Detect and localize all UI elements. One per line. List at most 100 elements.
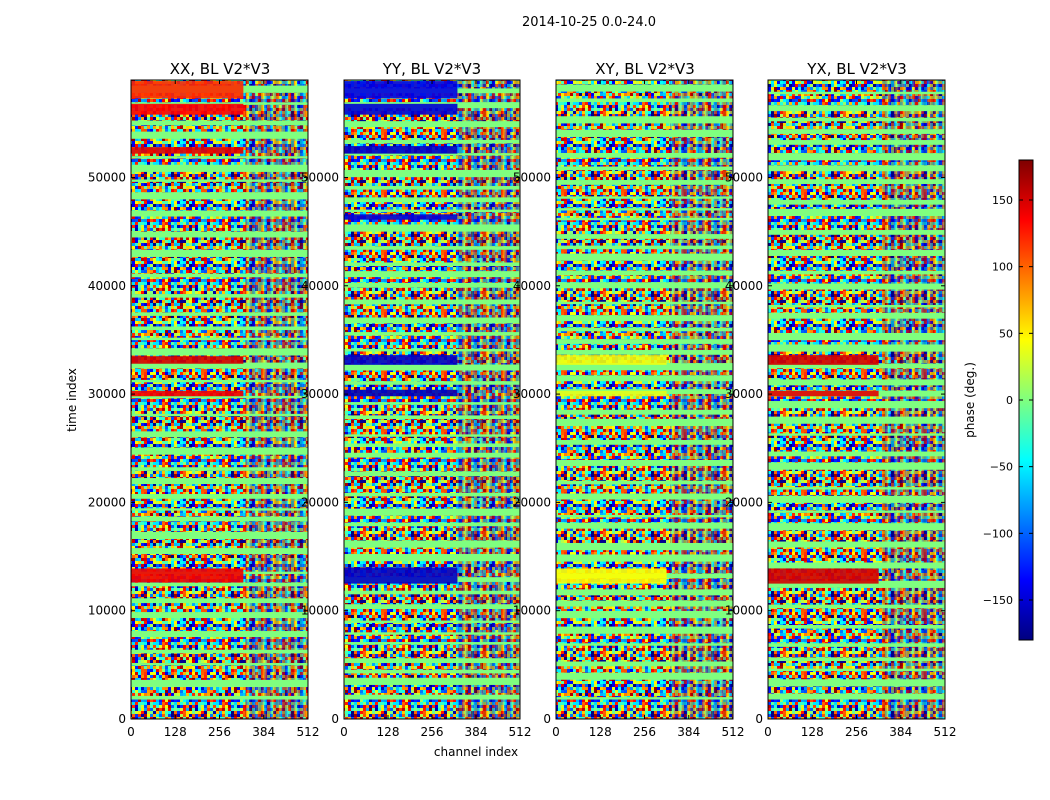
flagged-stripe xyxy=(131,431,308,438)
y-axis-label: time index xyxy=(65,368,79,432)
flagged-stripe xyxy=(131,508,308,511)
flagged-stripe xyxy=(556,611,733,619)
flagged-stripe xyxy=(344,262,520,267)
heatmap-field xyxy=(768,80,945,719)
flagged-stripe xyxy=(768,179,945,184)
flagged-stripe xyxy=(131,312,308,316)
colorbar-tick-label: 50 xyxy=(999,327,1013,340)
y-tick-label: 40000 xyxy=(301,279,339,293)
flagged-stripe xyxy=(344,554,520,562)
colorbar-tick-label: −150 xyxy=(983,594,1013,607)
x-tick-label: 128 xyxy=(589,725,612,739)
flagged-stripe xyxy=(131,294,308,298)
flagged-stripe xyxy=(344,224,520,232)
flagged-stripe xyxy=(344,153,520,156)
x-tick-label: 512 xyxy=(934,725,957,739)
flagged-stripe xyxy=(768,250,945,256)
flagged-stripe xyxy=(131,395,308,399)
flagged-stripe xyxy=(344,402,520,405)
flagged-stripe xyxy=(131,649,308,654)
flagged-stripe xyxy=(556,339,733,344)
flagged-stripe xyxy=(556,600,733,607)
flagged-stripe xyxy=(344,381,520,385)
y-tick-label: 0 xyxy=(331,712,339,726)
flagged-stripe xyxy=(556,480,733,485)
colorbar-tick-label: 0 xyxy=(1006,394,1013,407)
flagged-stripe xyxy=(344,540,520,548)
flagged-stripe xyxy=(344,590,520,595)
panel-title: XY, BL V2*V3 xyxy=(595,60,695,78)
flagged-stripe xyxy=(768,451,945,457)
flagged-stripe xyxy=(768,541,945,548)
y-tick-label: 0 xyxy=(118,712,126,726)
flagged-stripe xyxy=(768,433,945,436)
coherent-band xyxy=(344,389,458,397)
flagged-stripe xyxy=(344,299,520,305)
flagged-stripe xyxy=(344,139,520,144)
flagged-stripe xyxy=(131,249,308,257)
flagged-stripe xyxy=(344,508,520,516)
flagged-stripe xyxy=(768,487,945,490)
flagged-stripe xyxy=(556,522,733,529)
flagged-stripe xyxy=(556,554,733,562)
y-tick-label: 20000 xyxy=(301,495,339,509)
flagged-stripe xyxy=(344,332,520,336)
flagged-stripe xyxy=(556,84,733,92)
flagged-stripe xyxy=(556,661,733,667)
y-tick-label: 20000 xyxy=(513,495,551,509)
x-tick-label: 128 xyxy=(377,725,400,739)
flagged-stripe xyxy=(556,315,733,322)
x-tick-label: 384 xyxy=(252,725,275,739)
flagged-stripe xyxy=(556,327,733,332)
colorbar: phase (deg.) 150 100 50 0 −50 −100 −150 xyxy=(963,159,1034,641)
flagged-stripe xyxy=(131,231,308,238)
flagged-stripe xyxy=(768,401,945,409)
y-tick-label: 30000 xyxy=(301,387,339,401)
panel-yx: YX, BL V2*V3 0 128 256 384 512 0 10000 20000 300… xyxy=(725,60,957,739)
colorbar-tick-label: −100 xyxy=(983,527,1013,540)
coherent-band xyxy=(131,81,244,99)
flagged-stripe xyxy=(768,117,945,122)
y-tick-label: 40000 xyxy=(513,279,551,293)
y-tick-label: 50000 xyxy=(725,170,763,184)
y-tick-label: 50000 xyxy=(88,170,126,184)
flagged-stripe xyxy=(131,156,308,159)
flagged-stripe xyxy=(768,199,945,205)
heatmap-fringe xyxy=(670,80,733,719)
flagged-stripe xyxy=(131,516,308,522)
coherent-band xyxy=(131,356,244,364)
coherent-band xyxy=(344,214,458,220)
flagged-stripe xyxy=(131,467,308,471)
flagged-stripe xyxy=(344,642,520,645)
flagged-stripe xyxy=(556,116,733,124)
flagged-stripe xyxy=(768,165,945,172)
flagged-stripe xyxy=(131,326,308,331)
coherent-band xyxy=(131,390,244,397)
flagged-stripe xyxy=(768,208,945,217)
flagged-stripe xyxy=(131,582,308,587)
flagged-stripe xyxy=(344,620,520,623)
flagged-stripe xyxy=(556,643,733,646)
flagged-stripe xyxy=(131,548,308,555)
heatmap-field xyxy=(131,80,308,719)
y-tick-label: 20000 xyxy=(88,495,126,509)
flagged-stripe xyxy=(131,478,308,485)
flagged-stripe xyxy=(131,179,308,182)
flagged-stripe xyxy=(556,493,733,500)
flagged-stripe xyxy=(556,350,733,355)
y-tick-label: 10000 xyxy=(88,604,126,618)
flagged-stripe xyxy=(131,273,308,278)
panel-title: YX, BL V2*V3 xyxy=(806,60,907,78)
figure-suptitle: 2014-10-25 0.0-24.0 xyxy=(522,15,656,30)
flagged-stripe xyxy=(344,677,520,685)
flagged-stripe xyxy=(131,192,308,200)
flagged-stripe xyxy=(768,604,945,609)
flagged-stripe xyxy=(556,514,733,518)
flagged-stripe xyxy=(768,91,945,95)
flagged-stripe xyxy=(768,416,945,424)
x-tick-label: 128 xyxy=(164,725,187,739)
y-tick-label: 0 xyxy=(543,712,551,726)
flagged-stripe xyxy=(131,447,308,455)
flagged-stripe xyxy=(344,492,520,497)
